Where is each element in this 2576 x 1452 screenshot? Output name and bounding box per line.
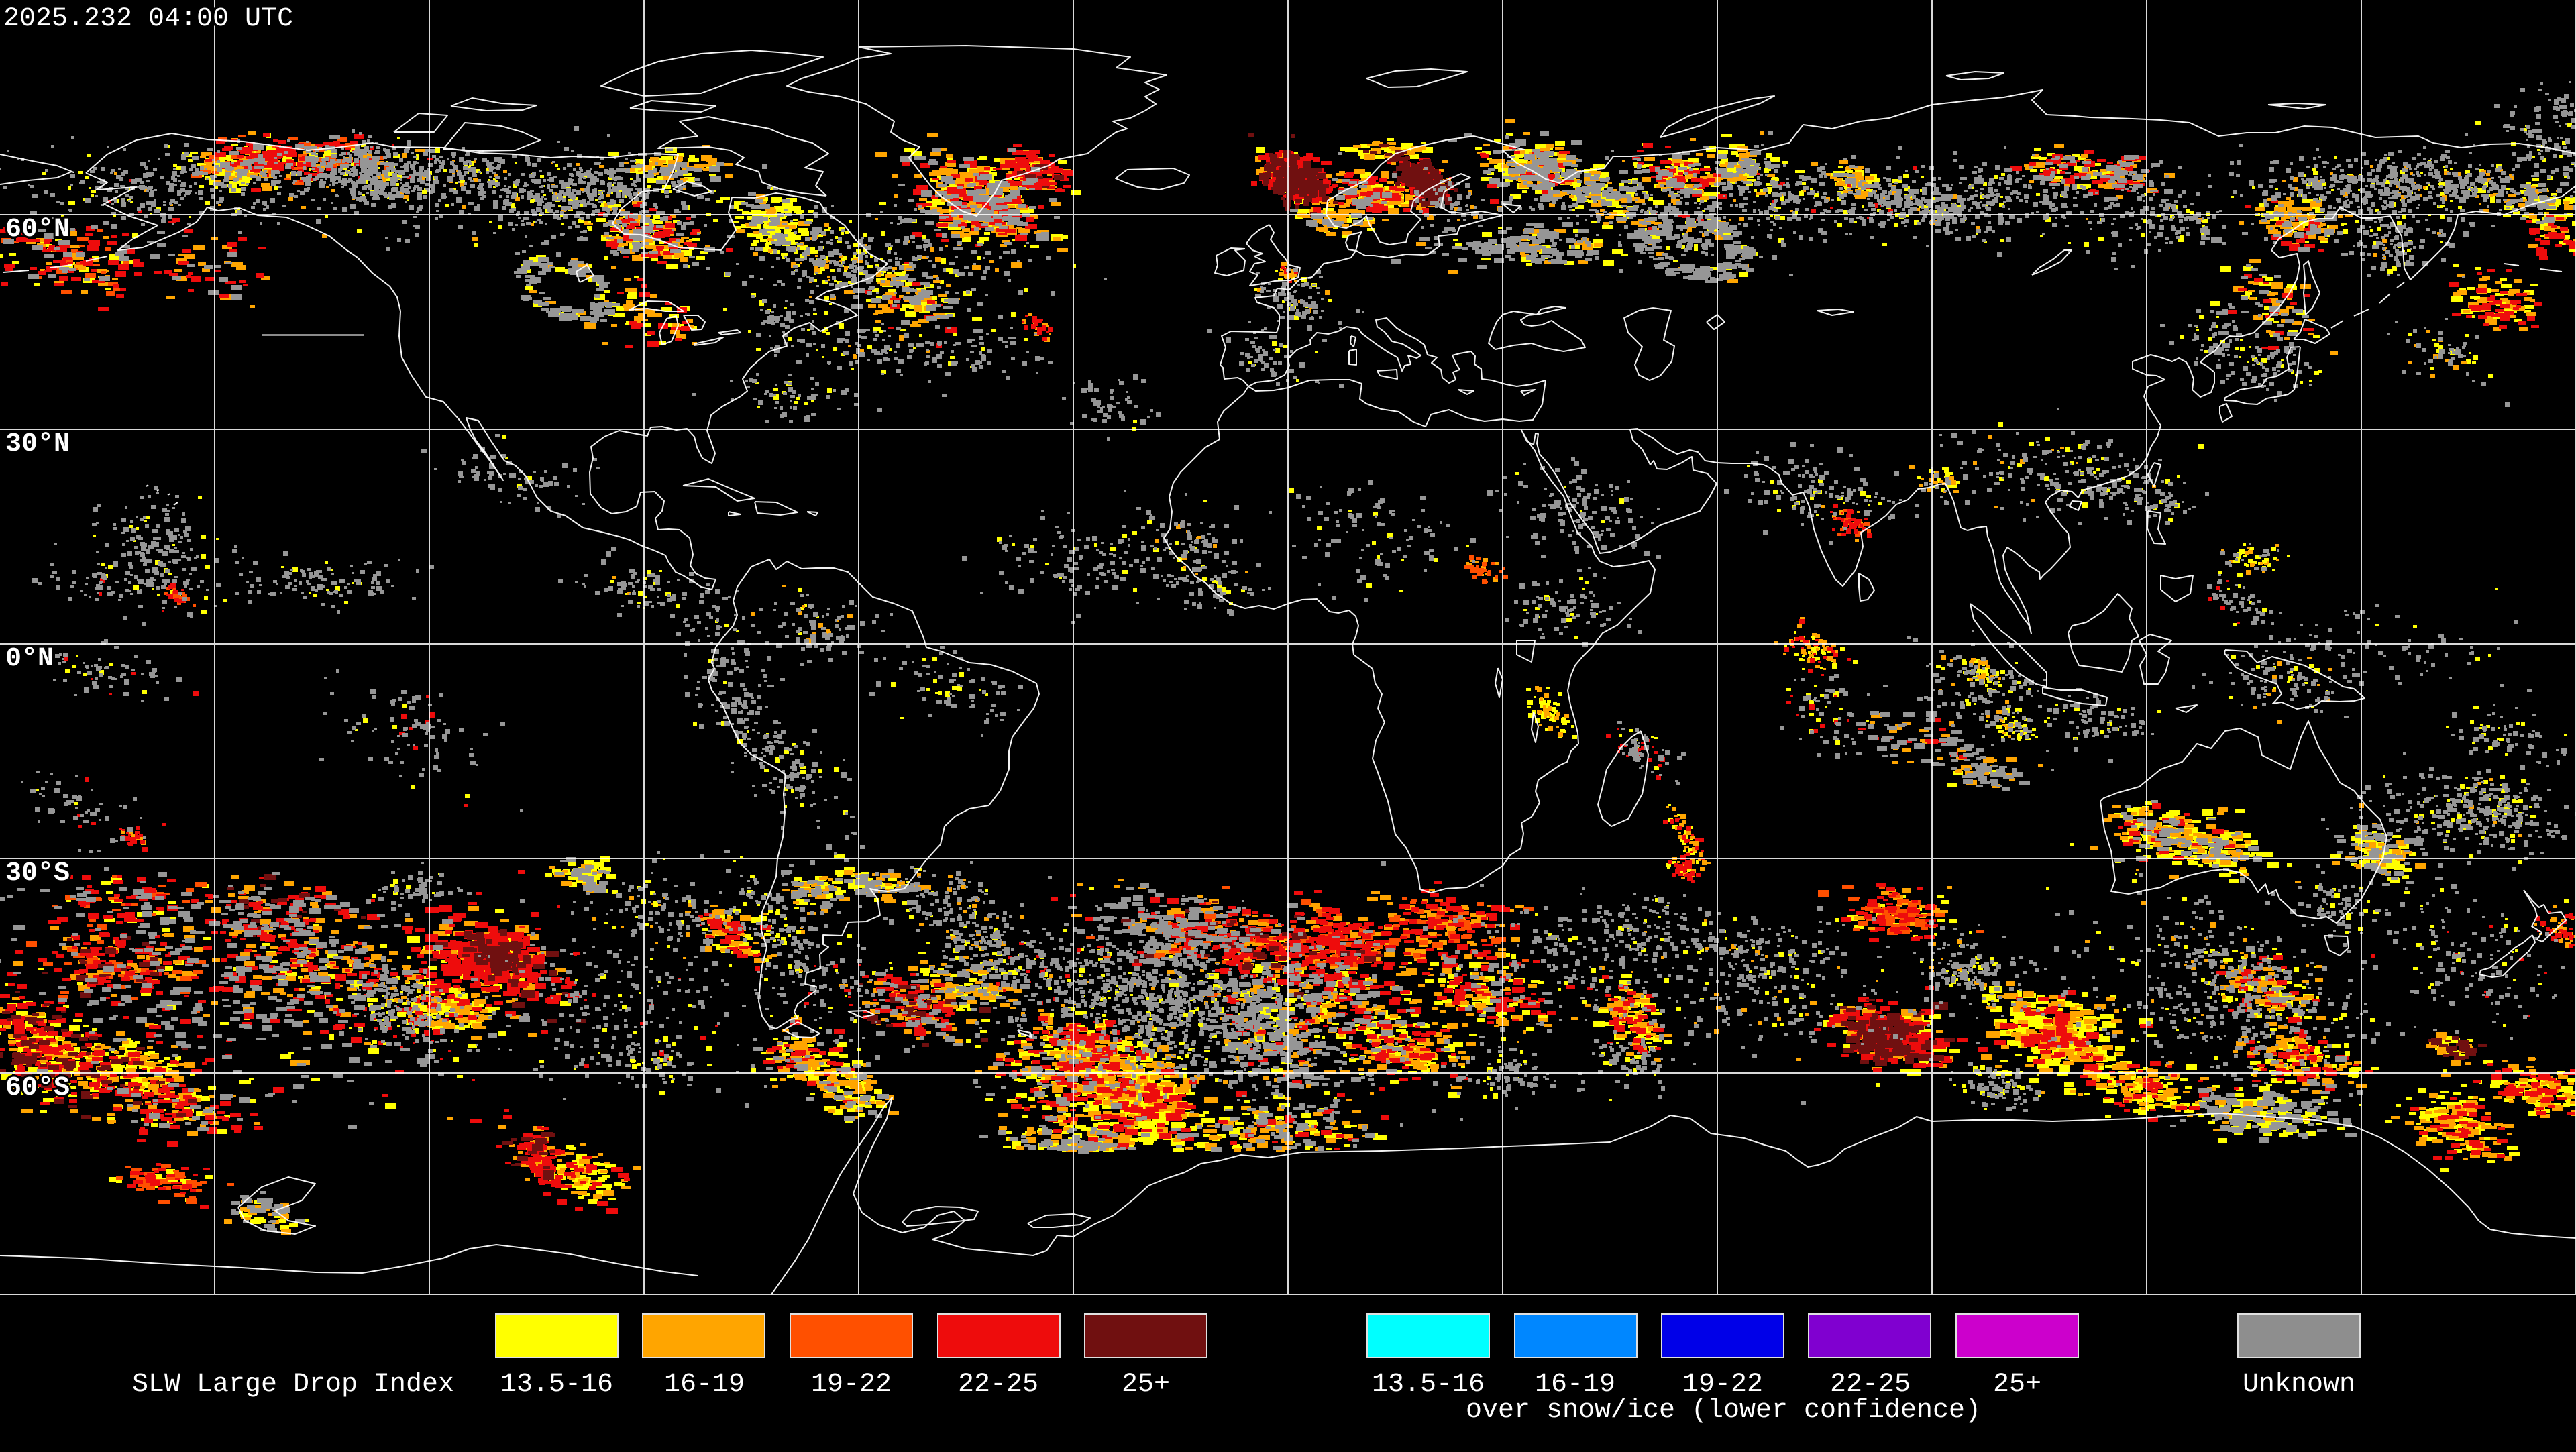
svg-text:60°S: 60°S (5, 1073, 70, 1103)
svg-text:13.5-16: 13.5-16 (500, 1370, 613, 1400)
svg-text:22-25: 22-25 (1830, 1370, 1911, 1400)
svg-text:16-19: 16-19 (664, 1370, 745, 1400)
svg-text:30°S: 30°S (5, 858, 70, 889)
svg-text:60°N: 60°N (5, 215, 70, 245)
svg-text:30°N: 30°N (5, 429, 70, 459)
svg-text:22-25: 22-25 (958, 1370, 1038, 1400)
svg-text:Unknown: Unknown (2243, 1370, 2355, 1400)
svg-text:SLW Large Drop Index: SLW Large Drop Index (132, 1370, 454, 1400)
svg-text:16-19: 16-19 (1535, 1370, 1615, 1400)
svg-text:13.5-16: 13.5-16 (1372, 1370, 1485, 1400)
svg-text:25+: 25+ (1122, 1370, 1170, 1400)
svg-text:0°N: 0°N (5, 644, 54, 674)
svg-text:2025.232 04:00 UTC: 2025.232 04:00 UTC (3, 4, 293, 34)
svg-text:19-22: 19-22 (811, 1370, 892, 1400)
svg-text:19-22: 19-22 (1682, 1370, 1763, 1400)
svg-text:over snow/ice (lower confidenc: over snow/ice (lower confidence) (1466, 1396, 1981, 1426)
svg-text:25+: 25+ (1993, 1370, 2041, 1400)
